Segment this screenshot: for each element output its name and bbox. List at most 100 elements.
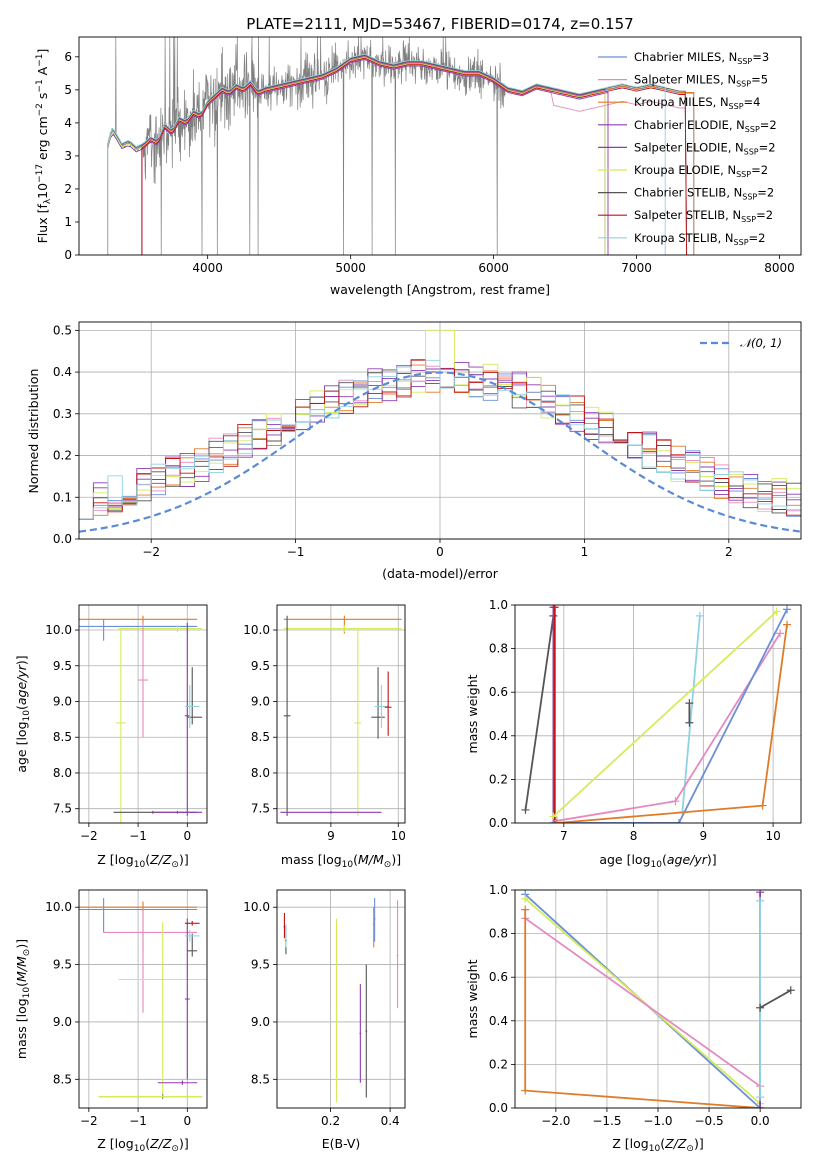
y-tick-label: 9.0 <box>251 1015 270 1029</box>
y-axis-label: mass weight <box>465 959 480 1038</box>
legend-label: Salpeter STELIB, NSSP=2 <box>634 208 773 224</box>
series-line <box>524 615 555 811</box>
marker <box>776 629 785 638</box>
x-tick-label: −1.0 <box>643 1114 672 1128</box>
x-axis-label: wavelength [Angstrom, rest frame] <box>330 282 550 297</box>
legend-label: Kroupa ELODIE, NSSP=2 <box>634 163 768 179</box>
y-tick-label: 10.0 <box>243 900 270 914</box>
y-tick-label: 7.5 <box>251 802 270 816</box>
y-tick-label: 10.0 <box>45 900 72 914</box>
model-spectrum-line <box>141 57 688 255</box>
x-tick-label: 0.4 <box>381 1114 400 1128</box>
x-tick-label: 0 <box>436 545 444 559</box>
marker <box>756 890 765 897</box>
series-line <box>553 608 788 823</box>
age-vs-mass-panel: 9 10 7.5 8.0 8.5 9.0 9.5 10.0 <box>243 604 406 843</box>
marker <box>783 620 792 629</box>
legend-label: Chabrier STELIB, NSSP=2 <box>634 186 774 202</box>
y-tick-label: 8.5 <box>251 730 270 744</box>
axes-frame <box>514 889 802 1109</box>
marker <box>521 894 530 903</box>
marker <box>756 896 765 905</box>
marker <box>756 1003 765 1012</box>
x-tick-label: 8000 <box>764 261 795 275</box>
plot-area <box>79 329 801 533</box>
histogram-step <box>79 364 801 520</box>
y-tick-label: 3 <box>64 149 72 163</box>
axes-frame <box>78 36 802 256</box>
x-tick-label: −0.5 <box>695 1114 724 1128</box>
massweight-vs-metallicity-panel: −2.0 −1.5 −1.0 −0.5 0.0 0.0 0.2 0.4 0.6 0.8 1.0 <box>489 883 802 1128</box>
x-tick-label: 9 <box>327 829 335 843</box>
y-tick-label: 0.0 <box>53 532 72 546</box>
axes-frame <box>78 889 208 1109</box>
y-tick-label: 1 <box>64 215 72 229</box>
x-tick-label: 1 <box>581 545 589 559</box>
x-tick-label: 5000 <box>335 261 366 275</box>
x-tick-label: −1 <box>129 1114 147 1128</box>
y-axis-label: mass weight <box>465 674 480 753</box>
legend-label: Chabrier MILES, NSSP=3 <box>634 50 769 66</box>
x-tick-label: −1.5 <box>592 1114 621 1128</box>
gaussian-curve <box>79 371 801 533</box>
x-tick-label: 4000 <box>192 261 223 275</box>
x-axis-label: age [log10(age/yr)] <box>599 852 716 870</box>
plot-area <box>79 615 203 823</box>
model-spectrum-line <box>141 55 606 255</box>
y-tick-label: 1.0 <box>489 883 508 897</box>
y-tick-label: 8.5 <box>251 1072 270 1086</box>
x-tick-label: −2 <box>80 1114 98 1128</box>
y-tick-label: 0.4 <box>489 729 508 743</box>
legend-label: Chabrier ELODIE, NSSP=2 <box>634 118 777 134</box>
marker <box>772 607 781 616</box>
y-tick-label: 9.5 <box>53 958 72 972</box>
plot-area <box>79 898 207 1099</box>
marker <box>671 797 680 806</box>
series-line <box>556 632 781 822</box>
x-tick-label: −1 <box>287 545 305 559</box>
y-tick-label: 1.0 <box>489 598 508 612</box>
x-tick-label: 6000 <box>478 261 509 275</box>
marker <box>758 801 767 810</box>
y-tick-label: 6 <box>64 50 72 64</box>
y-tick-label: 0.1 <box>53 490 72 504</box>
series-line <box>524 909 761 1108</box>
marker <box>549 819 558 823</box>
legend-label: Salpeter ELODIE, NSSP=2 <box>634 140 776 156</box>
axes-frame <box>276 889 406 1109</box>
x-tick-label: 0.2 <box>321 1114 340 1128</box>
y-tick-label: 9.0 <box>251 694 270 708</box>
y-tick-label: 8.5 <box>53 730 72 744</box>
x-tick-label: −1 <box>129 829 147 843</box>
x-tick-label: 7 <box>560 829 568 843</box>
marker <box>552 819 561 823</box>
y-tick-label: 0.6 <box>489 970 508 984</box>
plot-area <box>521 605 792 823</box>
y-axis-label: mass [log10(M/M⊙)] <box>14 939 32 1059</box>
y-tick-label: 0.8 <box>489 642 508 656</box>
y-tick-label: 8.0 <box>251 766 270 780</box>
x-axis-label: E(B-V) <box>322 1136 361 1151</box>
model-spectrum-line <box>107 54 688 255</box>
histogram-step <box>79 329 801 520</box>
plot-area <box>521 890 795 1108</box>
legend-label: Kroupa MILES, NSSP=4 <box>634 95 760 111</box>
y-tick-label: 8.0 <box>53 766 72 780</box>
series-line <box>759 989 792 1009</box>
y-tick-label: 9.5 <box>53 659 72 673</box>
y-tick-label: 10.0 <box>243 623 270 637</box>
x-tick-label: 9 <box>700 829 708 843</box>
y-axis-label: age [log10(age/yr)] <box>14 655 32 772</box>
legend-label: 𝒩(0, 1) <box>740 336 782 350</box>
histogram-step <box>79 359 801 520</box>
x-axis-label: (data-model)/error <box>382 566 499 581</box>
marker <box>674 819 683 823</box>
marker <box>786 986 795 995</box>
y-tick-label: 0.4 <box>489 1014 508 1028</box>
axes-frame <box>276 604 406 824</box>
y-tick-label: 0.8 <box>489 927 508 941</box>
spectrum-panel: 4000 5000 6000 7000 8000 0 1 2 3 4 5 6 Chabrier MILE… <box>64 36 802 275</box>
axes-frame <box>78 604 208 824</box>
model-spectrum-line <box>107 56 695 255</box>
residual-histogram-panel: −2 −1 0 1 2 0.0 0.1 0.2 0.3 0.4 0.5 𝒩(0, 1) <box>53 321 802 559</box>
